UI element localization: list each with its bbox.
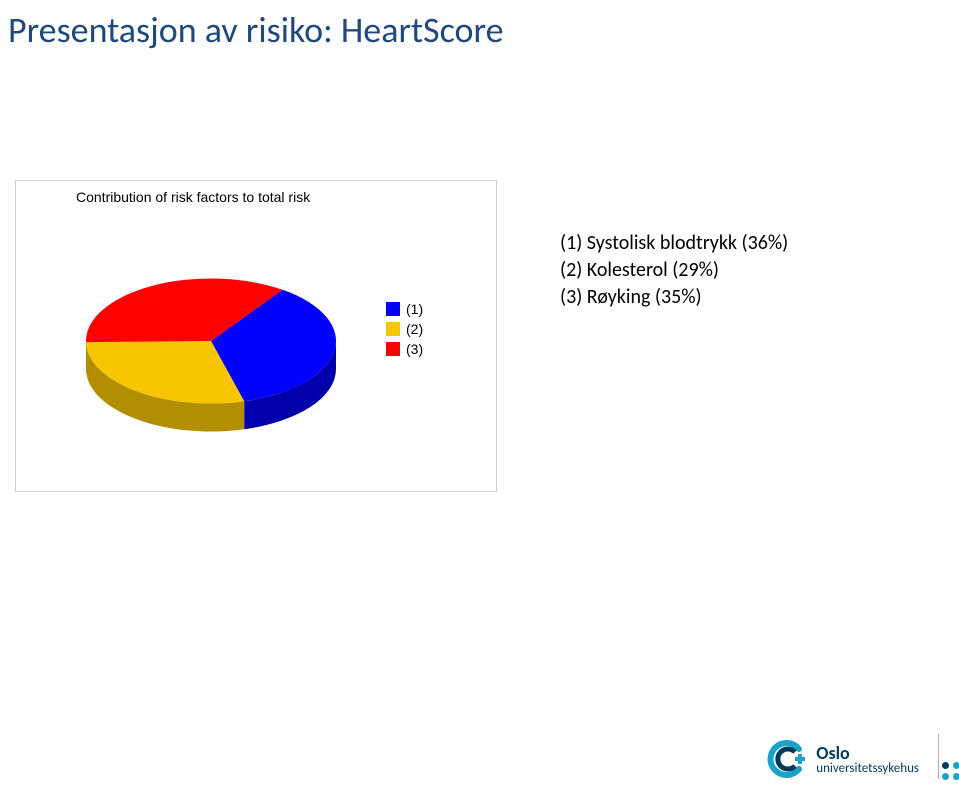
logo-dots (942, 762, 959, 781)
logo-divider (938, 734, 939, 779)
slide-title: Presentasjon av risiko: HeartScore (8, 8, 504, 52)
legend-label: (2) (406, 321, 423, 337)
hospital-logo-subname: universitetssykehus (816, 762, 919, 775)
hospital-logo-mark (766, 739, 806, 779)
legend-label: (3) (406, 341, 423, 357)
risk-factor-item: (2) Kolesterol (29%) (560, 257, 788, 284)
legend-swatch (386, 302, 400, 316)
legend-label: (1) (406, 301, 423, 317)
risk-factor-list: (1) Systolisk blodtrykk (36%) (2) Kolest… (560, 230, 788, 311)
risk-factor-item: (1) Systolisk blodtrykk (36%) (560, 230, 788, 257)
risk-factor-item: (3) Røyking (35%) (560, 284, 788, 311)
logo-dot (953, 773, 959, 780)
legend-item: (2) (386, 321, 423, 337)
legend-item: (1) (386, 301, 423, 317)
pie-chart (71, 241, 351, 461)
hospital-logo: Oslo universitetssykehus (766, 739, 919, 779)
logo-dot (942, 762, 949, 769)
hospital-logo-name: Oslo (816, 744, 919, 762)
pie-chart-legend: (1) (2) (3) (386, 301, 423, 361)
legend-swatch (386, 342, 400, 356)
pie-chart-container: Contribution of risk factors to total ri… (15, 180, 497, 492)
logo-dot (953, 762, 959, 769)
legend-swatch (386, 322, 400, 336)
logo-dot (942, 773, 949, 780)
legend-item: (3) (386, 341, 423, 357)
pie-chart-title: Contribution of risk factors to total ri… (76, 189, 310, 205)
